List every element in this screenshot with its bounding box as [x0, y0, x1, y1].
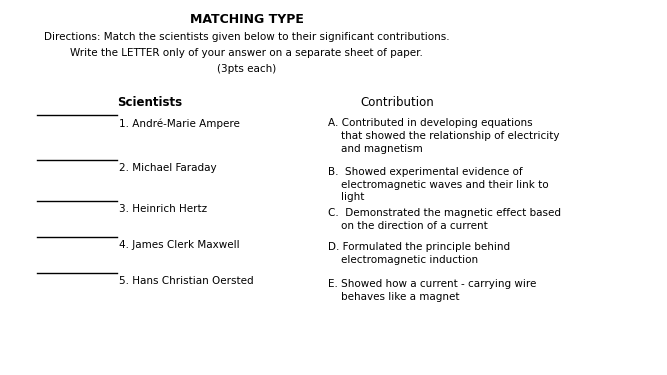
Text: B.  Showed experimental evidence of
    electromagnetic waves and their link to
: B. Showed experimental evidence of elect… [328, 167, 549, 202]
Text: Contribution: Contribution [360, 96, 434, 109]
Text: 5. Hans Christian Oersted: 5. Hans Christian Oersted [119, 276, 253, 286]
Text: 2. Michael Faraday: 2. Michael Faraday [119, 163, 216, 173]
Text: D. Formulated the principle behind
    electromagnetic induction: D. Formulated the principle behind elect… [328, 242, 510, 265]
Text: Directions: Match the scientists given below to their significant contributions.: Directions: Match the scientists given b… [44, 32, 450, 42]
Text: E. Showed how a current - carrying wire
    behaves like a magnet: E. Showed how a current - carrying wire … [328, 279, 536, 302]
Text: 1. André-Marie Ampere: 1. André-Marie Ampere [119, 118, 239, 129]
Text: MATCHING TYPE: MATCHING TYPE [190, 13, 303, 26]
Text: Write the LETTER only of your answer on a separate sheet of paper.: Write the LETTER only of your answer on … [70, 48, 424, 58]
Text: (3pts each): (3pts each) [217, 64, 276, 74]
Text: 3. Heinrich Hertz: 3. Heinrich Hertz [119, 204, 207, 214]
Text: C.  Demonstrated the magnetic effect based
    on the direction of a current: C. Demonstrated the magnetic effect base… [328, 208, 561, 231]
Text: Scientists: Scientists [117, 96, 183, 109]
Text: A. Contributed in developing equations
    that showed the relationship of elect: A. Contributed in developing equations t… [328, 118, 560, 154]
Text: 4. James Clerk Maxwell: 4. James Clerk Maxwell [119, 240, 239, 250]
